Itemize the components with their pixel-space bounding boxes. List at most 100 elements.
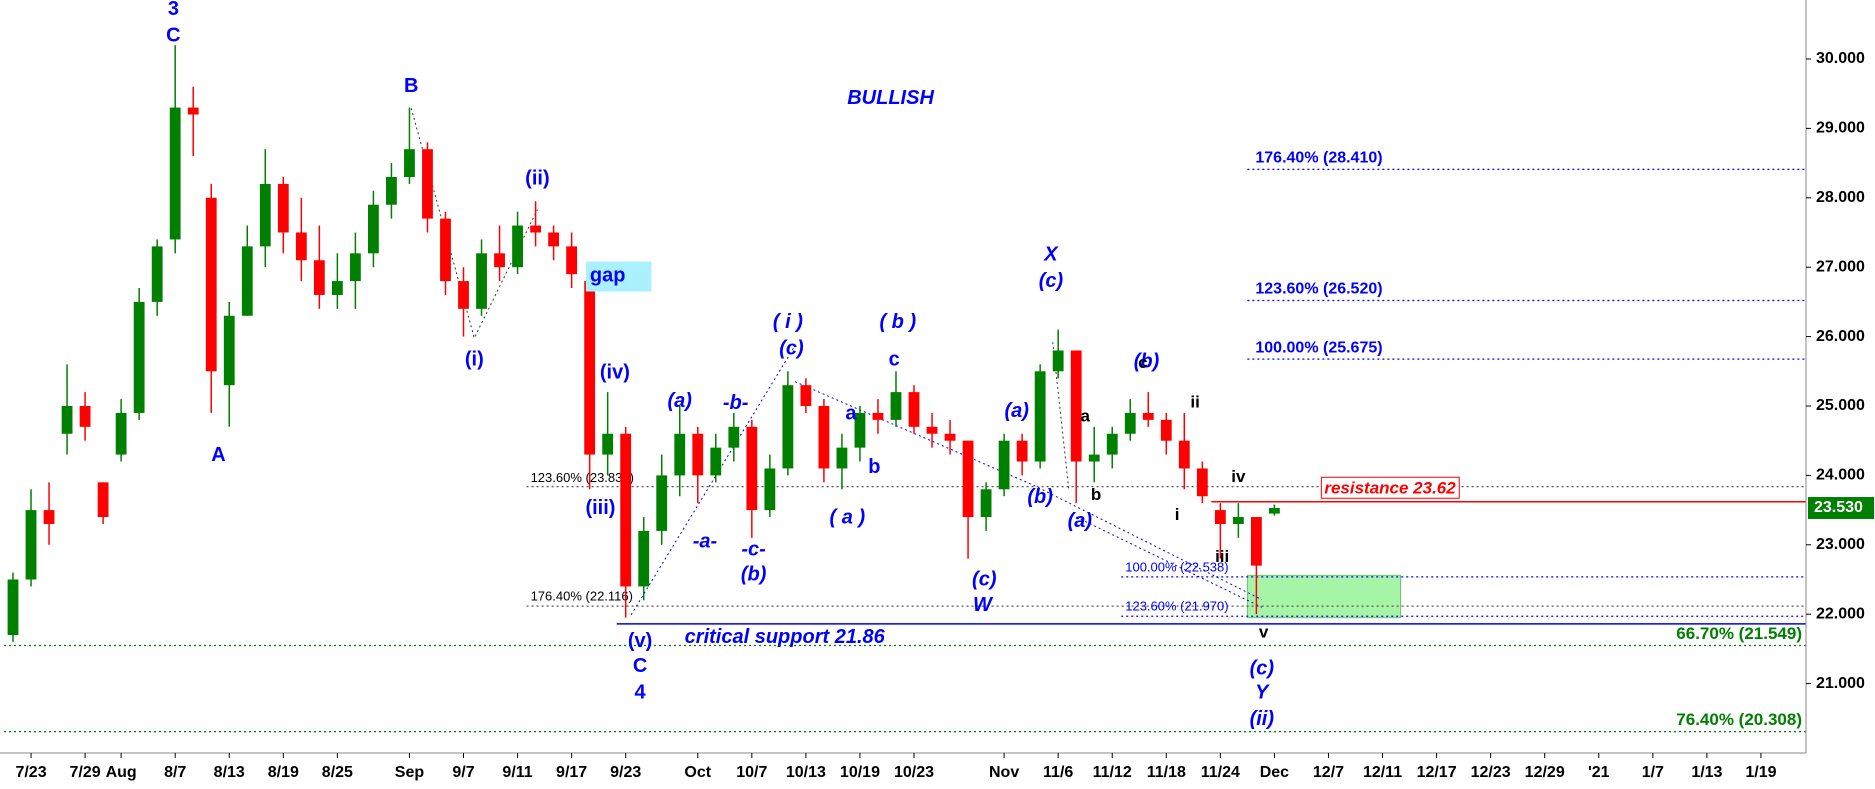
x-tick-label: 9/23 bbox=[610, 764, 641, 781]
candle-body bbox=[259, 183, 271, 247]
candle-body bbox=[1052, 350, 1064, 372]
candle-body bbox=[692, 433, 704, 476]
y-tick-label: 30.000 bbox=[1816, 50, 1865, 67]
last-price-box bbox=[1808, 497, 1874, 520]
wave-label: (iv) bbox=[600, 362, 630, 384]
candle-body bbox=[187, 107, 199, 115]
wave-label: (b) bbox=[741, 564, 767, 586]
candle-body bbox=[872, 412, 884, 420]
label-box bbox=[1320, 476, 1460, 499]
candle-body bbox=[1016, 440, 1028, 462]
wave-label: X bbox=[1043, 244, 1059, 266]
candle-body bbox=[1070, 350, 1082, 462]
x-tick-label: 10/13 bbox=[786, 764, 826, 781]
candle-body bbox=[1160, 419, 1172, 441]
candle-body bbox=[133, 301, 145, 413]
candle-body bbox=[998, 440, 1010, 490]
candle-body bbox=[1214, 510, 1226, 524]
wave-label: b bbox=[868, 456, 880, 478]
candle-body bbox=[349, 253, 361, 282]
wave-label: Y bbox=[1255, 682, 1270, 704]
wave-label: (a) bbox=[668, 390, 693, 412]
candle-body bbox=[368, 204, 379, 254]
candle-body bbox=[890, 392, 902, 420]
wave-label: (c) bbox=[1250, 657, 1275, 679]
candle-body bbox=[440, 218, 451, 282]
x-tick-label: 1/13 bbox=[1691, 764, 1722, 781]
candle-body bbox=[656, 475, 668, 531]
wave-label: -c- bbox=[741, 539, 766, 561]
y-tick-label: 25.000 bbox=[1816, 397, 1865, 414]
wave-label: -a- bbox=[693, 530, 718, 552]
candle-body bbox=[25, 510, 37, 580]
candle-body bbox=[476, 253, 487, 309]
y-tick-label: 22.000 bbox=[1816, 605, 1865, 622]
wave-label: i bbox=[1175, 505, 1180, 524]
wave-label: gap bbox=[590, 264, 626, 286]
target-zone bbox=[1246, 574, 1402, 619]
candle-body bbox=[1034, 371, 1046, 462]
wave-label: (i) bbox=[465, 348, 484, 370]
candle-body bbox=[1178, 440, 1190, 469]
candle-body bbox=[926, 426, 938, 434]
candle-body bbox=[422, 149, 433, 219]
wave-label: a bbox=[1080, 407, 1090, 426]
x-tick-label: Nov bbox=[989, 764, 1019, 781]
candle-body bbox=[530, 225, 541, 233]
wave-label: -b- bbox=[723, 392, 749, 414]
level-label: 66.70% (21.549) bbox=[1676, 624, 1802, 643]
wave-label: (v) bbox=[628, 630, 652, 652]
wave-label: (ii) bbox=[525, 167, 549, 189]
wave-label: (a) bbox=[1004, 400, 1029, 422]
level-label: 176.40% (28.410) bbox=[1255, 150, 1382, 167]
candle-body bbox=[1142, 412, 1154, 420]
wave-label: C bbox=[166, 24, 180, 46]
level-label: 123.60% (26.520) bbox=[1255, 281, 1382, 298]
x-tick-label: 12/7 bbox=[1313, 764, 1344, 781]
x-tick-label: 12/11 bbox=[1363, 764, 1402, 781]
candle-body bbox=[169, 107, 181, 240]
candle-body bbox=[836, 447, 848, 469]
candle-body bbox=[746, 426, 758, 511]
candle-body bbox=[79, 405, 91, 427]
x-tick-label: 7/23 bbox=[15, 764, 46, 781]
x-tick-label: 10/19 bbox=[840, 764, 880, 781]
x-tick-label: Dec bbox=[1260, 764, 1289, 781]
candle-body bbox=[115, 412, 127, 455]
x-tick-label: 8/25 bbox=[322, 764, 353, 781]
candle-body bbox=[1106, 433, 1118, 455]
wave-label: c bbox=[889, 348, 900, 370]
wave-label: C bbox=[633, 655, 647, 677]
candle-body bbox=[620, 433, 632, 587]
x-tick-label: 11/24 bbox=[1201, 764, 1240, 781]
x-tick-label: 11/6 bbox=[1043, 764, 1073, 781]
candle-body bbox=[854, 412, 866, 448]
level-label: critical support 21.86 bbox=[685, 626, 886, 648]
candle-body bbox=[386, 176, 397, 205]
level-label: resistance 23.62 bbox=[1324, 478, 1456, 497]
wave-label: BULLISH bbox=[847, 87, 934, 109]
x-tick-label: Oct bbox=[684, 764, 711, 781]
wave-label: ii bbox=[1190, 393, 1199, 412]
candle-body bbox=[674, 433, 686, 476]
candle-body bbox=[458, 281, 469, 309]
x-tick-label: '21 bbox=[1588, 764, 1610, 781]
candle-body bbox=[584, 281, 596, 455]
x-tick-label: 8/13 bbox=[214, 764, 245, 781]
wave-label: a bbox=[845, 403, 857, 425]
candle-body bbox=[277, 183, 289, 233]
wave-label: (c) bbox=[1039, 270, 1064, 292]
candle-body bbox=[331, 281, 343, 295]
candle-body bbox=[818, 405, 830, 469]
candle-body bbox=[1269, 508, 1280, 514]
x-tick-label: 10/7 bbox=[736, 764, 767, 781]
wave-label: A bbox=[211, 444, 225, 466]
candle-body bbox=[1124, 412, 1136, 434]
wave-label: ( a ) bbox=[830, 507, 866, 529]
y-tick-label: 29.000 bbox=[1816, 120, 1865, 137]
candle-body bbox=[241, 246, 253, 316]
wave-label: ( b ) bbox=[879, 311, 916, 333]
candle-body bbox=[61, 405, 73, 434]
candle-body bbox=[97, 482, 109, 518]
